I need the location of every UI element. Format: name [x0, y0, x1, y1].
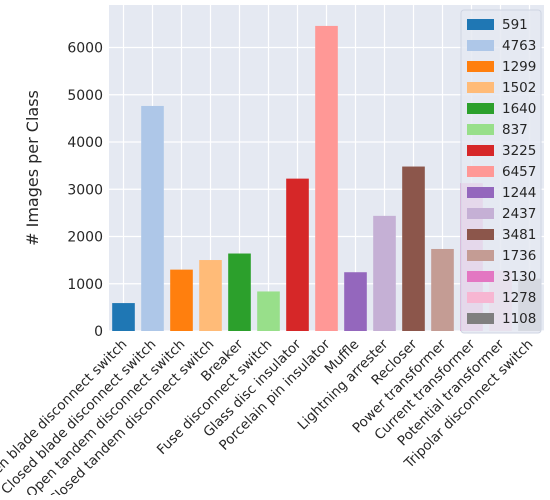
- legend-swatch: [467, 103, 494, 114]
- legend-swatch: [467, 313, 494, 324]
- legend-swatch: [467, 292, 494, 303]
- legend-label: 1299: [502, 59, 536, 75]
- y-tick-label: 0: [94, 324, 103, 340]
- legend-label: 3130: [502, 269, 536, 285]
- bar-closed-blade-disconnect-switch: [141, 105, 164, 331]
- y-tick-label: 2000: [67, 230, 103, 246]
- bar-fuse-disconnect-switch: [257, 291, 280, 331]
- legend-label: 1640: [502, 101, 536, 117]
- legend-label: 3225: [502, 143, 536, 159]
- legend-swatch: [467, 40, 494, 51]
- legend-swatch: [467, 124, 494, 135]
- legend-swatch: [467, 229, 494, 240]
- legend-swatch: [467, 271, 494, 282]
- bar-glass-disc-insulator: [286, 178, 309, 331]
- legend-swatch: [467, 187, 494, 198]
- legend-label: 4763: [502, 38, 536, 54]
- legend-swatch: [467, 61, 494, 72]
- legend-swatch: [467, 250, 494, 261]
- bar-power-transformer: [431, 248, 454, 331]
- y-axis-label: # Images per Class: [23, 90, 42, 246]
- y-tick-label: 5000: [67, 88, 103, 104]
- legend-label: 837: [502, 122, 528, 138]
- legend-label: 1278: [502, 290, 536, 306]
- bar-muffle: [344, 272, 367, 331]
- legend-swatch: [467, 166, 494, 177]
- y-tick-label: 1000: [67, 277, 103, 293]
- legend-label: 2437: [502, 206, 536, 222]
- bar-lightning-arrester: [373, 215, 396, 331]
- y-tick-label: 4000: [67, 135, 103, 151]
- bar-porcelain-pin-insulator: [315, 25, 338, 331]
- bar-breaker: [228, 253, 251, 331]
- bar-closed-tandem-disconnect-switch: [199, 260, 222, 331]
- legend-label: 6457: [502, 164, 536, 180]
- legend-swatch: [467, 145, 494, 156]
- legend-label: 1502: [502, 80, 536, 96]
- bar-open-tandem-disconnect-switch: [170, 269, 193, 331]
- bar-recloser: [402, 166, 425, 331]
- legend-label: 3481: [502, 227, 536, 243]
- legend-label: 591: [502, 17, 528, 33]
- legend-label: 1736: [502, 248, 536, 264]
- legend-swatch: [467, 208, 494, 219]
- bar-open-blade-disconnect-switch: [112, 303, 135, 331]
- legend: 591 4763 1299 1502 1640 837 3225 6457 1244 2437 34…: [460, 9, 542, 334]
- legend-label: 1244: [502, 185, 536, 201]
- y-tick-label: 6000: [67, 41, 103, 57]
- legend-label: 1108: [502, 311, 536, 327]
- y-axis-ticks: 0 1000 2000 3000 4000 5000 6000: [67, 41, 103, 340]
- y-tick-label: 3000: [67, 182, 103, 198]
- legend-swatch: [467, 82, 494, 93]
- legend-swatch: [467, 19, 494, 30]
